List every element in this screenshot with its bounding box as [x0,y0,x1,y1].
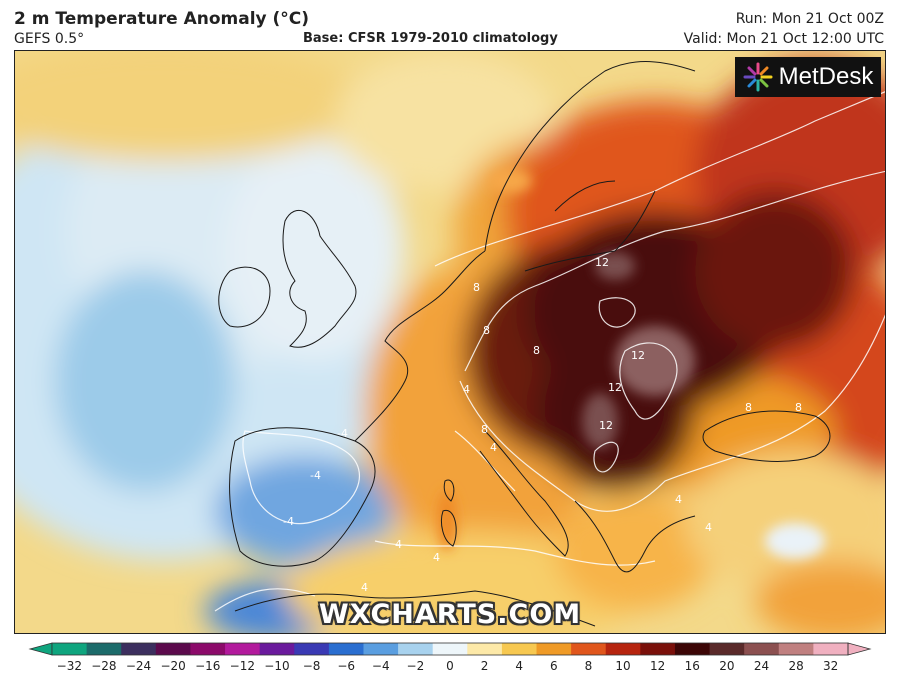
temperature-anomaly-map: 12 12 12 12 8 8 8 8 8 8 4 4 4 4 4 4 4 -4… [14,50,886,634]
contour-label: 4 [490,441,497,454]
contour-label: 8 [473,281,480,294]
contour-label: 8 [483,324,490,337]
colorbar-segment [536,643,572,655]
colorbar-segment [432,643,468,655]
run-time-label: Run: Mon 21 Oct 00Z [735,11,884,27]
colorbar-tick-label: 12 [650,659,666,673]
colorbar-segment [640,643,676,655]
map-canvas: 12 12 12 12 8 8 8 8 8 8 4 4 4 4 4 4 4 -4… [15,51,885,633]
colorbar-tick-label: 0 [446,659,454,673]
colorbar-tick-label: −8 [302,659,321,673]
coastlines [218,61,831,627]
contour-label: -4 [310,469,321,482]
colorbar-tick-label: −16 [195,659,221,673]
colorbar-tick-label: −10 [264,659,290,673]
anomaly-detail [437,169,825,559]
contour-label: 8 [481,423,488,436]
colorbar-segment [52,643,88,655]
colorbar-tick-label: −28 [91,659,117,673]
model-label: GEFS 0.5° [14,31,85,47]
colorbar-segment [294,643,330,655]
colorbar-segment [467,643,503,655]
colorbar-segment [86,643,122,655]
colorbar-tick-label: 8 [584,659,593,673]
wxcharts-watermark: WXCHARTS.COM [318,599,582,630]
metdesk-logo-text: MetDesk [778,63,874,90]
chart-title: 2 m Temperature Anomaly (°C) [14,9,310,29]
contour-label: 4 [395,538,402,551]
colorbar-segment [501,643,538,655]
colorbar-tick-label: −6 [337,659,356,673]
colorbar-segment [225,643,261,655]
colorbar-strip [28,642,872,656]
colorbar-frame [51,642,849,656]
colorbar-segment [259,643,295,655]
colorbar-tick-label: −24 [125,659,152,673]
colorbar-segment [121,643,157,655]
colorbar-tick-label: 6 [549,659,558,673]
colorbar-segment [571,643,607,655]
colorbar-tick-label: 10 [615,659,631,673]
anomaly-field [15,51,885,633]
colorbar-segment [605,643,641,655]
contour-label: 12 [599,419,613,432]
colorbar-tick-label: 28 [788,659,804,673]
colorbar-segment [398,643,434,655]
contour-label: 4 [361,581,368,594]
colorbar: −32 −28 −24 −20 −16 −12 −10 −8 −6 −4 −2 0 2 4 6 8 10 12 16… [28,641,872,687]
contour-label: 12 [631,349,645,362]
colorbar-segment [674,643,711,655]
colorbar-tick-label: 20 [719,659,735,673]
colorbar-tick-label: 2 [480,659,489,673]
contour-label: 4 [675,493,682,506]
contour-lines [214,91,885,612]
colorbar-segment [363,643,399,655]
colorbar-segment [744,643,780,655]
climatology-base-label: Base: CFSR 1979-2010 climatology [303,31,558,46]
colorbar-max-arrow [847,642,872,656]
colorbar-tick-label: −2 [406,659,425,673]
colorbar-tick-label: −4 [371,659,390,673]
contour-label: 4 [705,521,712,534]
colorbar-tick-label: 16 [684,659,700,673]
contour-label: 12 [608,381,622,394]
colorbar-segment [709,643,745,655]
contour-label: 12 [595,256,609,269]
colorbar-tick-label: −20 [160,659,186,673]
contour-label: 4 [433,551,440,564]
colorbar-tick-label: 32 [823,659,839,673]
contour-label: 8 [795,401,802,414]
contour-label: 8 [745,401,752,414]
colorbar-segment [190,643,226,655]
colorbar-tick-label: −12 [229,659,256,673]
contour-label: -4 [337,427,348,440]
colorbar-segment [813,643,849,655]
colorbar-segment [155,643,191,655]
colorbar-tick-label: 24 [753,659,770,673]
metdesk-burst-icon [743,62,773,92]
colorbar-tick-label: −32 [56,659,82,673]
metdesk-logo: MetDesk [735,57,881,97]
contour-label-group: 12 12 12 12 8 8 8 8 8 8 4 4 4 4 4 4 4 -4… [283,256,802,594]
colorbar-segment [328,643,364,655]
contour-label: -4 [283,515,294,528]
contour-label: 8 [533,344,540,357]
colorbar-segment [778,643,814,655]
colorbar-tick-label: 4 [515,659,524,673]
colorbar-min-arrow [28,642,53,656]
valid-time-label: Valid: Mon 21 Oct 12:00 UTC [683,31,884,47]
contour-label: 4 [463,383,470,396]
